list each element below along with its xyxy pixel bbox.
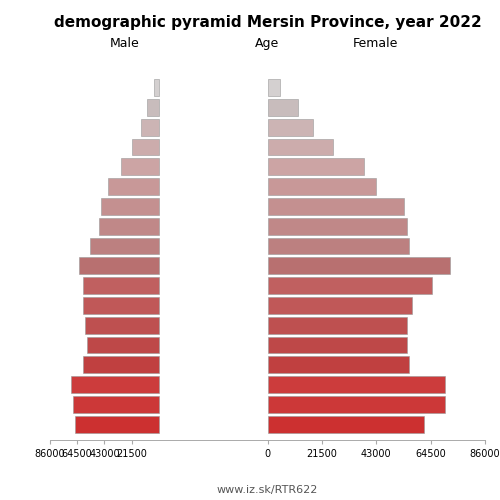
Bar xyxy=(100,198,159,215)
Bar xyxy=(121,158,159,176)
Bar xyxy=(268,356,409,373)
Bar xyxy=(141,119,159,136)
Bar xyxy=(268,317,406,334)
Bar xyxy=(268,119,313,136)
Bar xyxy=(268,277,432,294)
Bar xyxy=(268,416,424,432)
Bar xyxy=(268,258,450,274)
Bar xyxy=(83,297,159,314)
Bar xyxy=(83,356,159,373)
Text: Age: Age xyxy=(256,37,280,50)
Bar xyxy=(90,238,159,254)
Bar xyxy=(268,99,298,116)
Bar xyxy=(86,336,159,353)
Bar xyxy=(268,138,334,156)
Bar xyxy=(86,317,159,334)
Bar xyxy=(154,80,159,96)
Bar xyxy=(72,376,159,393)
Bar xyxy=(268,376,444,393)
Bar xyxy=(132,138,159,156)
Bar xyxy=(268,80,280,96)
Text: www.iz.sk/RTR622: www.iz.sk/RTR622 xyxy=(217,485,318,495)
Text: Female: Female xyxy=(352,37,398,50)
Bar xyxy=(83,277,159,294)
Bar xyxy=(108,178,159,195)
Text: demographic pyramid Mersin Province, year 2022: demographic pyramid Mersin Province, yea… xyxy=(54,15,482,30)
Bar xyxy=(268,238,409,254)
Bar xyxy=(268,218,406,234)
Bar xyxy=(76,416,159,432)
Bar xyxy=(148,99,159,116)
Text: Male: Male xyxy=(110,37,140,50)
Bar xyxy=(268,178,376,195)
Bar xyxy=(268,336,406,353)
Bar xyxy=(268,158,364,176)
Bar xyxy=(100,218,159,234)
Bar xyxy=(268,198,404,215)
Bar xyxy=(79,258,159,274)
Bar xyxy=(73,396,159,413)
Bar xyxy=(268,396,444,413)
Bar xyxy=(268,297,412,314)
